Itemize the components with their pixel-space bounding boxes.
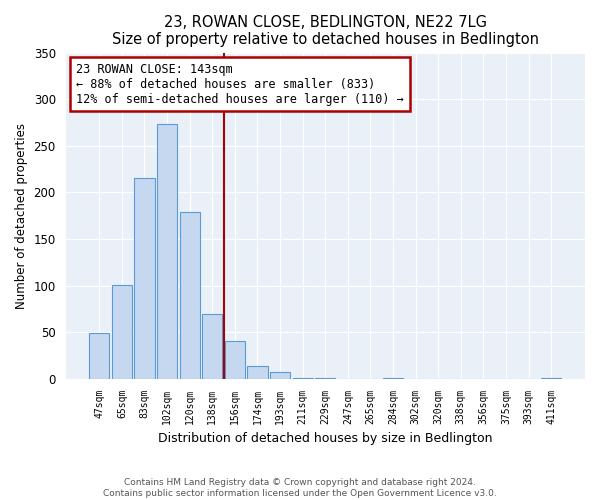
Text: 23 ROWAN CLOSE: 143sqm
← 88% of detached houses are smaller (833)
12% of semi-de: 23 ROWAN CLOSE: 143sqm ← 88% of detached… — [76, 62, 404, 106]
Bar — [202, 314, 223, 378]
Title: 23, ROWAN CLOSE, BEDLINGTON, NE22 7LG
Size of property relative to detached hous: 23, ROWAN CLOSE, BEDLINGTON, NE22 7LG Si… — [112, 15, 539, 48]
Text: Contains HM Land Registry data © Crown copyright and database right 2024.
Contai: Contains HM Land Registry data © Crown c… — [103, 478, 497, 498]
Y-axis label: Number of detached properties: Number of detached properties — [15, 122, 28, 308]
Bar — [134, 178, 155, 378]
X-axis label: Distribution of detached houses by size in Bedlington: Distribution of detached houses by size … — [158, 432, 493, 445]
Bar — [157, 124, 177, 378]
Bar — [225, 342, 245, 378]
Bar — [270, 372, 290, 378]
Bar — [89, 333, 109, 378]
Bar — [179, 212, 200, 378]
Bar — [247, 366, 268, 378]
Bar — [112, 284, 132, 378]
